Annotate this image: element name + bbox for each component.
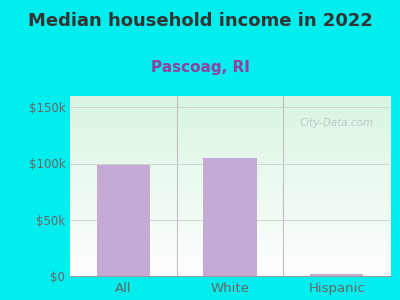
Text: Pascoag, RI: Pascoag, RI (150, 60, 250, 75)
Text: Median household income in 2022: Median household income in 2022 (28, 12, 372, 30)
Text: City-Data.com: City-Data.com (300, 118, 374, 128)
Bar (203, 158, 257, 276)
Bar (310, 274, 363, 276)
Bar (97, 165, 150, 276)
